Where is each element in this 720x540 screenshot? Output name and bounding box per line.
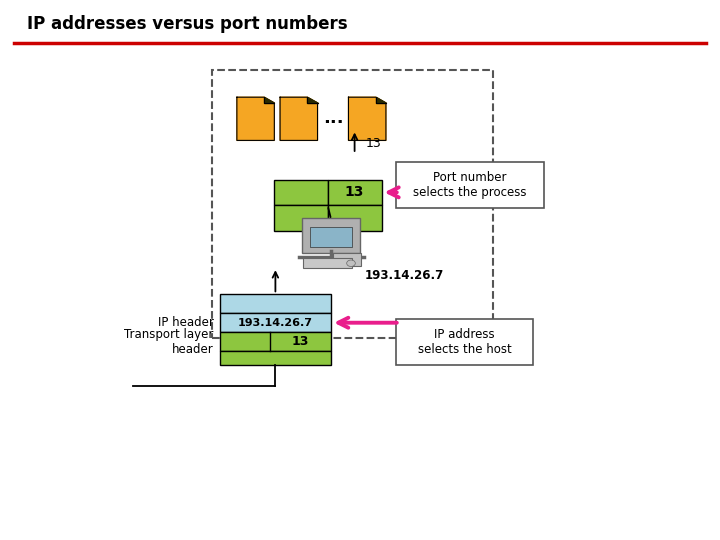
Bar: [328, 179, 382, 205]
Bar: [212, 70, 493, 338]
Polygon shape: [237, 97, 274, 140]
FancyBboxPatch shape: [302, 258, 353, 268]
Polygon shape: [348, 97, 386, 140]
Text: 13: 13: [292, 335, 309, 348]
Text: ...: ...: [323, 109, 343, 127]
Bar: [220, 332, 331, 351]
Polygon shape: [307, 97, 318, 103]
Text: 13: 13: [345, 185, 364, 199]
Polygon shape: [376, 97, 386, 103]
Bar: [220, 294, 331, 313]
Text: IP addresses versus port numbers: IP addresses versus port numbers: [27, 15, 348, 33]
Text: 193.14.26.7: 193.14.26.7: [364, 269, 444, 282]
Text: 193.14.26.7: 193.14.26.7: [238, 318, 313, 328]
Bar: [220, 351, 331, 364]
Text: IP header: IP header: [158, 316, 214, 329]
Ellipse shape: [347, 260, 356, 267]
Text: 13: 13: [365, 137, 381, 150]
Text: Port number
selects the process: Port number selects the process: [413, 171, 526, 199]
FancyBboxPatch shape: [310, 227, 353, 247]
Polygon shape: [280, 97, 318, 140]
Bar: [328, 205, 382, 231]
Polygon shape: [264, 97, 274, 103]
FancyBboxPatch shape: [396, 162, 544, 208]
Bar: [220, 313, 331, 332]
Bar: [274, 179, 328, 205]
Text: Transport layer
header: Transport layer header: [125, 328, 214, 356]
FancyBboxPatch shape: [302, 218, 361, 253]
FancyBboxPatch shape: [396, 319, 533, 364]
Bar: [274, 205, 328, 231]
Bar: [333, 253, 361, 266]
Text: IP address
selects the host: IP address selects the host: [418, 328, 511, 355]
